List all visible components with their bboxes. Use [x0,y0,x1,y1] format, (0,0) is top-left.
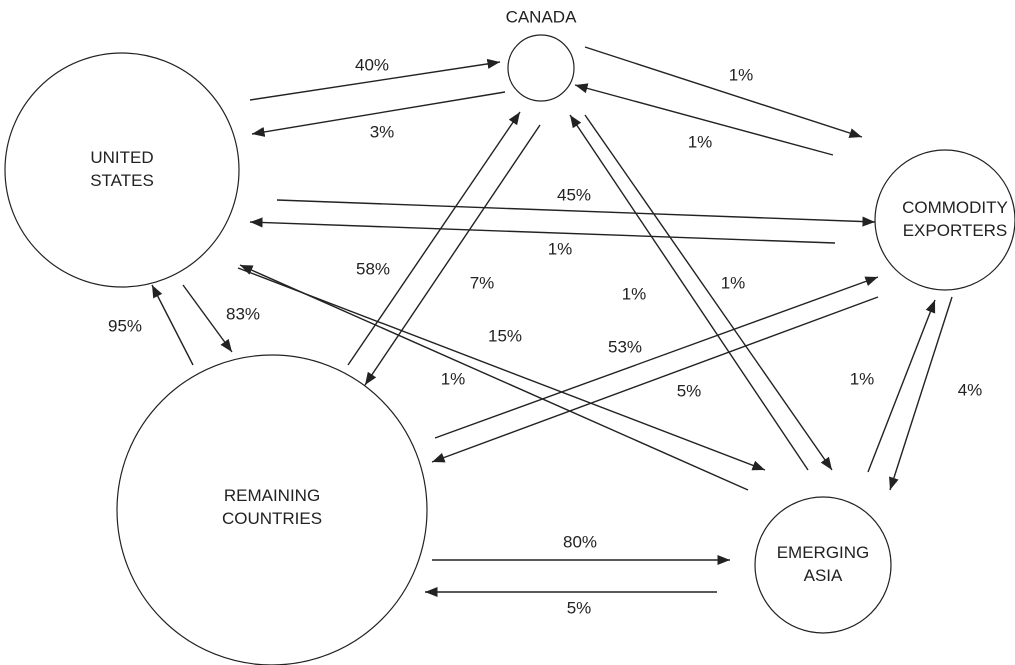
node-label: EXPORTERS [903,221,1008,240]
flow-label: 45% [557,185,591,204]
node-label: STATES [90,171,154,190]
flow-arrow [249,58,501,101]
node-label: EMERGING [777,543,870,562]
flow-label: 7% [470,273,495,292]
flow-arrow [251,91,506,137]
flow-arrow [276,199,876,227]
flow-label: 1% [688,132,713,151]
flow-label: 15% [488,326,522,345]
flow-label: 40% [355,55,389,74]
flow-label: 1% [850,369,875,388]
flow-arrow [584,114,833,471]
node-circle [507,34,575,102]
flow-arrow [867,299,936,473]
flow-label: 1% [441,369,466,388]
flow-label: 4% [958,380,983,399]
flow-arrow [569,114,809,471]
flow-arrow [584,46,863,138]
flow-label: 58% [356,259,390,278]
flow-arrow [889,296,953,491]
flow-label: 5% [677,381,702,400]
flow-arrow [182,284,233,353]
flow-label: 83% [226,304,260,323]
node-circle [754,496,892,634]
flow-arrow [574,83,834,156]
flow-arrow [364,124,541,386]
flow-arrow [239,264,749,491]
flow-label: 1% [721,273,746,292]
node-label: UNITED [90,148,153,167]
node-circle [874,149,1015,291]
node-circle [4,52,240,288]
node-label: ASIA [804,566,843,585]
node-circle [116,354,428,665]
flow-label: 1% [548,239,573,258]
node-label: REMAINING [224,486,320,505]
node-label: COMMODITY [902,198,1008,217]
flow-label: 1% [729,65,754,84]
flow-label: 95% [108,316,142,335]
node-label: CANADA [506,7,578,26]
flow-label: 53% [608,337,642,356]
flow-arrow [151,284,194,366]
node-label: COUNTRIES [222,509,322,528]
flow-arrow [434,276,879,439]
flow-arrow [249,217,836,244]
flow-arrow [347,111,521,366]
flow-label: 1% [622,284,647,303]
flow-label: 3% [370,122,395,141]
flow-label: 5% [567,598,592,617]
flow-label: 80% [563,532,597,551]
flow-arrow [431,296,879,463]
flow-arrow [237,267,766,471]
